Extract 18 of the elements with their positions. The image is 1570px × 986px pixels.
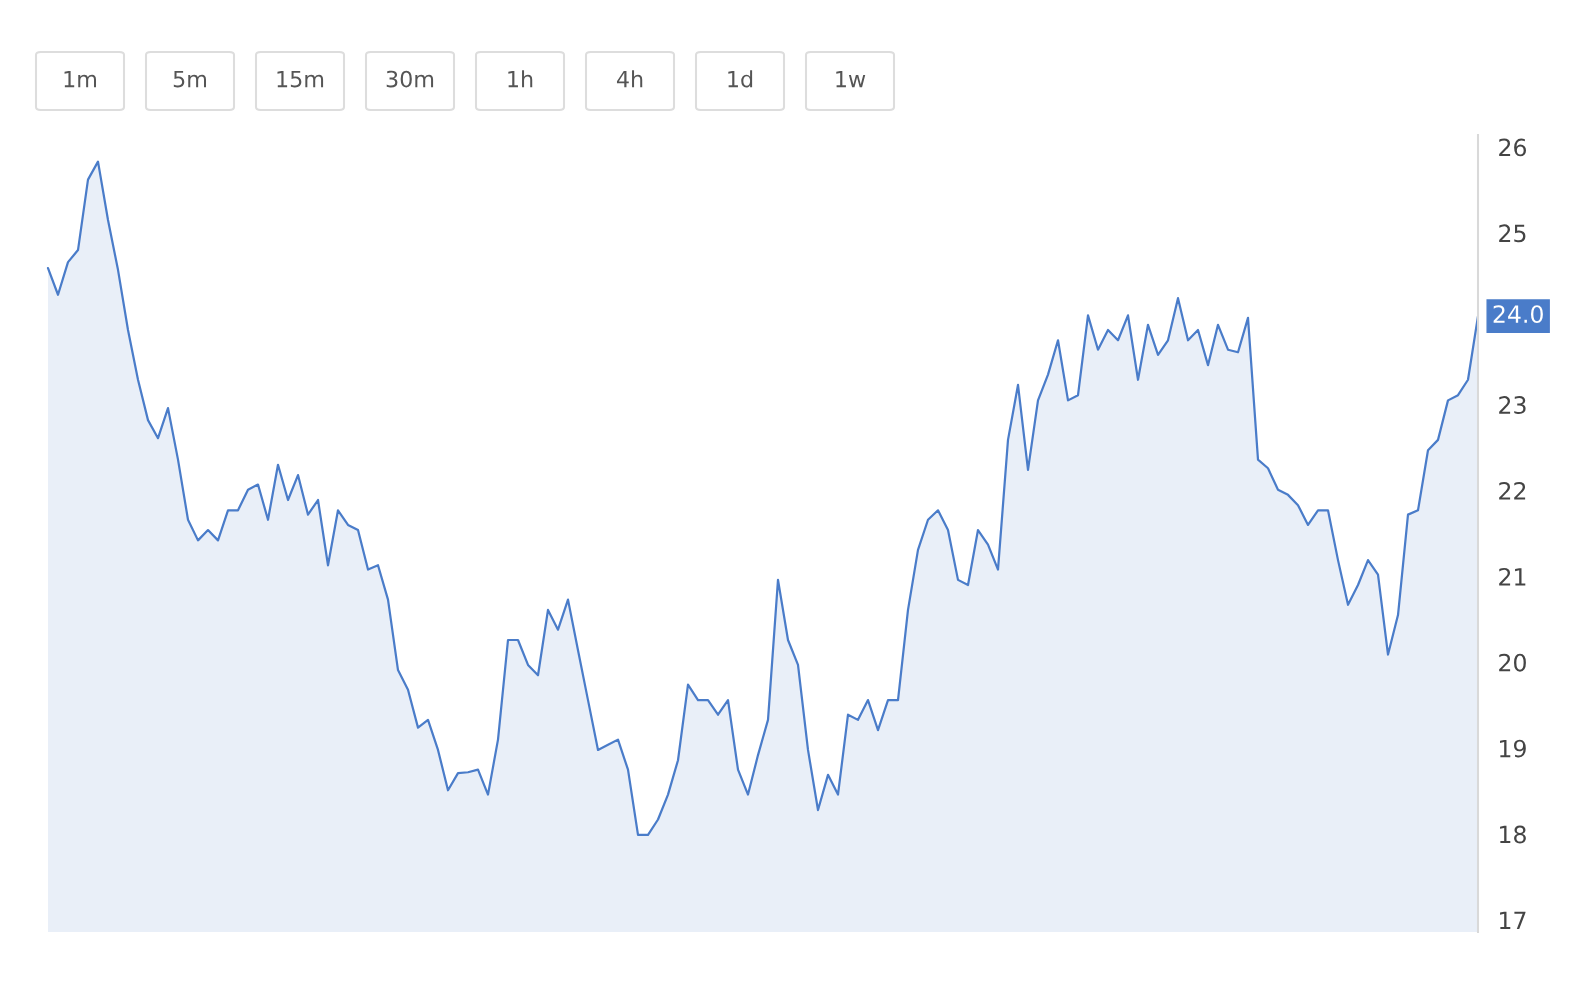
text: 1w [836,70,866,88]
text: 1m [64,70,97,88]
y-tick-label: 25 [1499,224,1526,243]
text: 4h [616,70,643,88]
y-tick-label: 20 [1499,653,1526,672]
y-tick-label: 19 [1500,739,1526,758]
text: 1d [728,70,753,88]
text: 5m [173,70,207,88]
text: 15m [277,70,324,88]
y-tick-label: 18 [1500,825,1526,844]
text: 30m [386,70,434,88]
y-tick-label: 23 [1499,396,1526,414]
text: 24.0 [1493,305,1543,324]
y-tick-label: 17 [1500,911,1526,929]
y-tick-label: 21 [1499,567,1526,586]
y-tick-label: 22 [1499,482,1526,500]
text: 1h [508,70,533,88]
y-tick-label: 26 [1499,138,1526,157]
